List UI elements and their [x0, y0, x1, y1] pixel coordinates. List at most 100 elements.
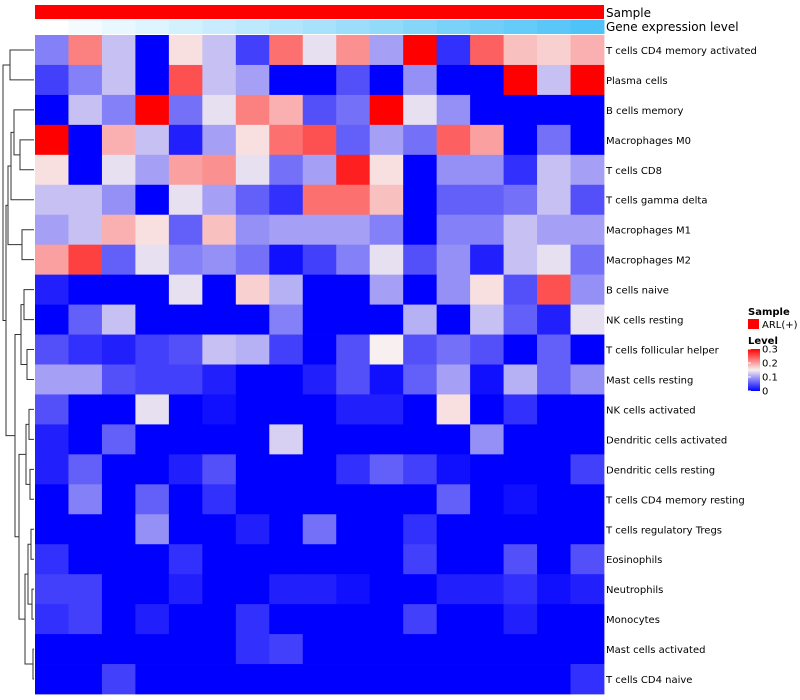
heatmap-cell: [369, 604, 404, 635]
heatmap-cell: [168, 184, 203, 216]
heatmap-cell: [436, 64, 471, 96]
heatmap-cell: [503, 484, 538, 515]
heatmap-cell: [369, 94, 404, 126]
heatmap-cell: [570, 304, 605, 335]
heatmap-cell: [537, 484, 571, 515]
heatmap-cell: [35, 664, 69, 695]
heatmap-cell: [336, 634, 371, 665]
annotation-cell-expression: [403, 20, 438, 34]
heatmap-cell: [302, 184, 337, 216]
heatmap-cell: [537, 424, 571, 455]
heatmap-cell: [101, 94, 136, 126]
heatmap-cell: [503, 124, 538, 156]
heatmap-cell: [503, 184, 538, 216]
heatmap-cell: [336, 574, 371, 605]
heatmap-cell: [570, 604, 605, 635]
heatmap-cell: [68, 514, 103, 545]
heatmap-cell: [101, 424, 136, 455]
legend-tick-label: 0.1: [762, 373, 778, 384]
heatmap-cell: [302, 334, 337, 365]
heatmap-cell: [135, 124, 170, 156]
heatmap-cell: [436, 634, 471, 665]
heatmap-cell: [235, 274, 270, 305]
heatmap-cell: [436, 274, 471, 305]
heatmap-cell: [269, 544, 304, 575]
heatmap-cell: [302, 604, 337, 635]
heatmap-cell: [336, 244, 371, 276]
heatmap-cell: [68, 124, 103, 156]
heatmap-cell: [269, 574, 304, 605]
heatmap-cell: [101, 154, 136, 186]
heatmap-cell: [101, 214, 136, 246]
heatmap-cell: [168, 304, 203, 335]
heatmap-cell: [503, 334, 538, 365]
row-label: Eosinophils: [606, 555, 662, 566]
heatmap-cell: [202, 604, 237, 635]
heatmap-cell: [68, 544, 103, 575]
annotation-cell-expression: [235, 20, 270, 34]
heatmap-cell: [235, 364, 270, 395]
heatmap-cell: [101, 304, 136, 335]
heatmap-cell: [269, 94, 304, 126]
heatmap-cell: [101, 394, 136, 425]
heatmap-cell: [202, 364, 237, 395]
heatmap-cell: [35, 304, 69, 335]
heatmap-cell: [336, 64, 371, 96]
heatmap-cell: [503, 634, 538, 665]
heatmap-cell: [570, 154, 605, 186]
annotation-cell-expression: [35, 20, 69, 34]
heatmap-cell: [503, 424, 538, 455]
dendrogram-branch: [5, 204, 15, 437]
heatmap-cell: [202, 424, 237, 455]
heatmap-cell: [503, 154, 538, 186]
heatmap-cell: [168, 574, 203, 605]
heatmap-cell: [436, 304, 471, 335]
heatmap-cell: [202, 154, 237, 186]
heatmap-cell: [369, 484, 404, 515]
heatmap-cell: [101, 274, 136, 305]
heatmap-cell: [436, 334, 471, 365]
heatmap-cell: [168, 664, 203, 695]
heatmap-cell: [336, 304, 371, 335]
heatmap-cell: [470, 364, 504, 395]
heatmap-cell: [336, 424, 371, 455]
heatmap-cell: [35, 634, 69, 665]
heatmap-cell: [436, 244, 471, 276]
annotation-cell-expression: [202, 20, 237, 34]
annotation-label-gene-expression: Gene expression level: [606, 20, 739, 34]
annotation-cell-expression: [168, 20, 203, 34]
heatmap-cell: [101, 244, 136, 276]
heatmap-cell: [235, 574, 270, 605]
heatmap-cell: [168, 154, 203, 186]
heatmap-cell: [336, 124, 371, 156]
heatmap-cell: [135, 364, 170, 395]
heatmap-cell: [403, 544, 438, 575]
heatmap-cell: [168, 334, 203, 365]
heatmap-cell: [302, 244, 337, 276]
annotation-cell-expression: [101, 20, 136, 34]
heatmap-cell: [235, 514, 270, 545]
heatmap-cell: [403, 214, 438, 246]
heatmap-cell: [436, 184, 471, 216]
row-label: T cells gamma delta: [605, 196, 707, 207]
row-label: Dendritic cells activated: [606, 435, 727, 446]
heatmap-cell: [35, 274, 69, 305]
row-label: Plasma cells: [606, 76, 668, 87]
heatmap-cell: [470, 484, 504, 515]
heatmap-cell: [537, 154, 571, 186]
heatmap-cell: [202, 484, 237, 515]
heatmap-cell: [470, 394, 504, 425]
heatmap-cell: [503, 364, 538, 395]
heatmap-cell: [570, 664, 605, 695]
heatmap-cell: [101, 334, 136, 365]
heatmap-cell: [235, 484, 270, 515]
heatmap-cell: [369, 514, 404, 545]
heatmap-cell: [68, 274, 103, 305]
heatmap-cell: [369, 304, 404, 335]
heatmap-cell: [135, 544, 170, 575]
heatmap-cell: [135, 64, 170, 96]
heatmap-cell: [302, 454, 337, 485]
heatmap-cell: [302, 214, 337, 246]
heatmap-cell: [269, 304, 304, 335]
legend-tick-label: 0: [762, 387, 768, 398]
